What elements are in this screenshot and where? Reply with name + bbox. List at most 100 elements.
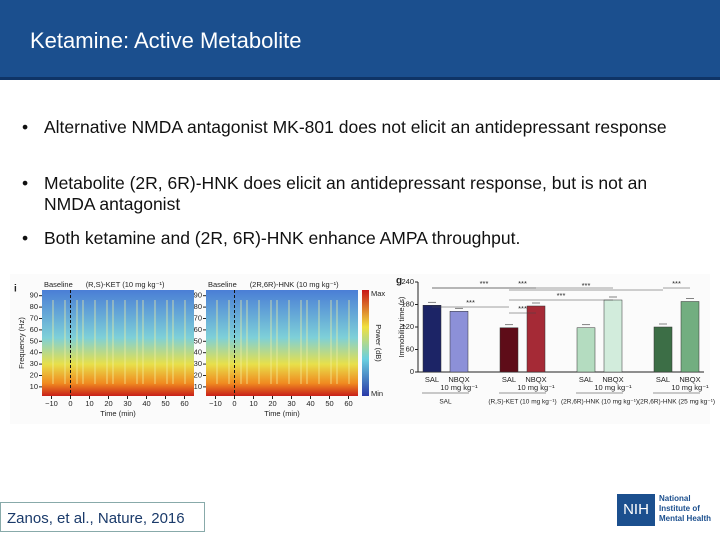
y-tick-label: 60 xyxy=(194,325,202,334)
group-label: (2R,6R)-HNK (10 mg kg⁻¹) xyxy=(561,399,638,406)
bar xyxy=(653,326,673,373)
spectrogram-streak xyxy=(112,300,114,384)
colorbar-label: Power (dB) xyxy=(374,324,383,362)
spectrogram-streak xyxy=(136,300,138,384)
bar xyxy=(603,299,623,373)
y-tick-label: 10 xyxy=(194,382,202,391)
bar xyxy=(526,305,546,373)
colorbar-max: Max xyxy=(371,289,385,298)
spectrogram-streak xyxy=(270,300,272,384)
x-tick-label: 20 xyxy=(104,399,112,408)
header-bar xyxy=(0,0,720,80)
spectrogram-streak xyxy=(306,300,308,384)
spectrogram-streak xyxy=(106,300,108,384)
y-tick-label: 0 xyxy=(410,367,414,376)
group-label: SAL xyxy=(439,399,452,406)
spectrogram-streak xyxy=(172,300,174,384)
dose-label: 10 mg kg⁻¹ xyxy=(517,383,555,392)
x-tick-label: 50 xyxy=(325,399,333,408)
x-tick-label: 40 xyxy=(306,399,314,408)
x-axis-label: Time (min) xyxy=(264,409,300,418)
baseline-label: Baseline xyxy=(208,280,237,289)
y-tick-label: 20 xyxy=(30,370,38,379)
spectrogram-streak xyxy=(276,300,278,384)
y-tick-label: 60 xyxy=(406,344,414,353)
colorbar xyxy=(362,290,369,396)
spectrogram-streak xyxy=(300,300,302,384)
spectrogram-streak xyxy=(94,300,96,384)
x-tick-label: 30 xyxy=(287,399,295,408)
spectrogram-streak xyxy=(228,300,230,384)
group-label: (2R,6R)-HNK (25 mg kg⁻¹) xyxy=(638,399,715,406)
x-tick-label: NBQX xyxy=(679,375,700,384)
baseline-label: Baseline xyxy=(44,280,73,289)
slide-title: Ketamine: Active Metabolite xyxy=(30,28,302,53)
x-tick-label: 0 xyxy=(232,399,236,408)
y-tick-label: 50 xyxy=(30,336,38,345)
x-tick-label: SAL xyxy=(425,375,439,384)
bullet-text: Metabolite (2R, 6R)-HNK does elicit an a… xyxy=(44,173,648,214)
logo-name: National Institute of Mental Health xyxy=(659,494,712,523)
y-axis-label: Immobility time (s) xyxy=(397,296,406,357)
dose-label: 10 mg kg⁻¹ xyxy=(594,383,632,392)
spectrogram-streak xyxy=(52,300,54,384)
x-tick-label: SAL xyxy=(579,375,593,384)
y-tick-label: 240 xyxy=(401,277,414,286)
x-tick-label: 40 xyxy=(142,399,150,408)
citation: Zanos, et al., Nature, 2016 xyxy=(0,502,205,532)
x-tick-label: 60 xyxy=(180,399,188,408)
spectrogram xyxy=(206,290,358,396)
panel-label: g xyxy=(396,276,402,287)
x-tick-label: −10 xyxy=(45,399,58,408)
spectrogram-streak xyxy=(330,300,332,384)
condition-label: (2R,6R)-HNK (10 mg kg⁻¹) xyxy=(250,280,339,289)
significance-label: *** xyxy=(480,279,489,288)
significance-label: *** xyxy=(582,281,591,290)
bullet: • Alternative NMDA antagonist MK-801 does… xyxy=(22,117,682,138)
spectrogram-streak xyxy=(336,300,338,384)
y-tick-label: 80 xyxy=(194,302,202,311)
panel-label: i xyxy=(14,284,17,295)
logo-mark: NIH xyxy=(617,494,655,526)
spectrogram-streak xyxy=(240,300,242,384)
bar xyxy=(449,311,469,373)
significance-label: *** xyxy=(557,291,566,300)
spectrogram-streak xyxy=(288,300,290,384)
significance-label: *** xyxy=(672,279,681,288)
x-tick-label: 30 xyxy=(123,399,131,408)
spectrogram-streak xyxy=(216,300,218,384)
y-tick-label: 10 xyxy=(30,382,38,391)
group-label: (R,S)-KET (10 mg kg⁻¹) xyxy=(488,399,556,406)
bullet-text: Both ketamine and (2R, 6R)-HNK enhance A… xyxy=(44,228,521,248)
spectrogram-streak xyxy=(64,300,66,384)
x-tick-label: 0 xyxy=(68,399,72,408)
y-tick-label: 120 xyxy=(401,322,414,331)
bar xyxy=(680,301,700,373)
y-tick-label: 20 xyxy=(194,370,202,379)
spectrogram-streak xyxy=(124,300,126,384)
x-tick-label: 60 xyxy=(344,399,352,408)
y-tick-label: 30 xyxy=(30,359,38,368)
bar xyxy=(576,327,596,373)
y-axis-label: Frequency (Hz) xyxy=(17,317,26,369)
x-tick-label: NBQX xyxy=(448,375,469,384)
x-tick-label: 10 xyxy=(85,399,93,408)
bar xyxy=(499,327,519,373)
significance-label: *** xyxy=(518,279,527,288)
x-tick-label: NBQX xyxy=(525,375,546,384)
x-tick-label: 20 xyxy=(268,399,276,408)
dose-label: 10 mg kg⁻¹ xyxy=(671,383,709,392)
y-tick-label: 70 xyxy=(194,313,202,322)
spectrogram-streak xyxy=(258,300,260,384)
x-tick-label: 10 xyxy=(249,399,257,408)
spectrogram-streak xyxy=(82,300,84,384)
spectrogram-streak xyxy=(166,300,168,384)
x-tick-label: 50 xyxy=(161,399,169,408)
y-tick-label: 80 xyxy=(30,302,38,311)
y-tick-label: 50 xyxy=(194,336,202,345)
x-tick-label: SAL xyxy=(502,375,516,384)
spectrogram-streak xyxy=(184,300,186,384)
spectrogram-streak xyxy=(76,300,78,384)
spectrogram-streak xyxy=(318,300,320,384)
